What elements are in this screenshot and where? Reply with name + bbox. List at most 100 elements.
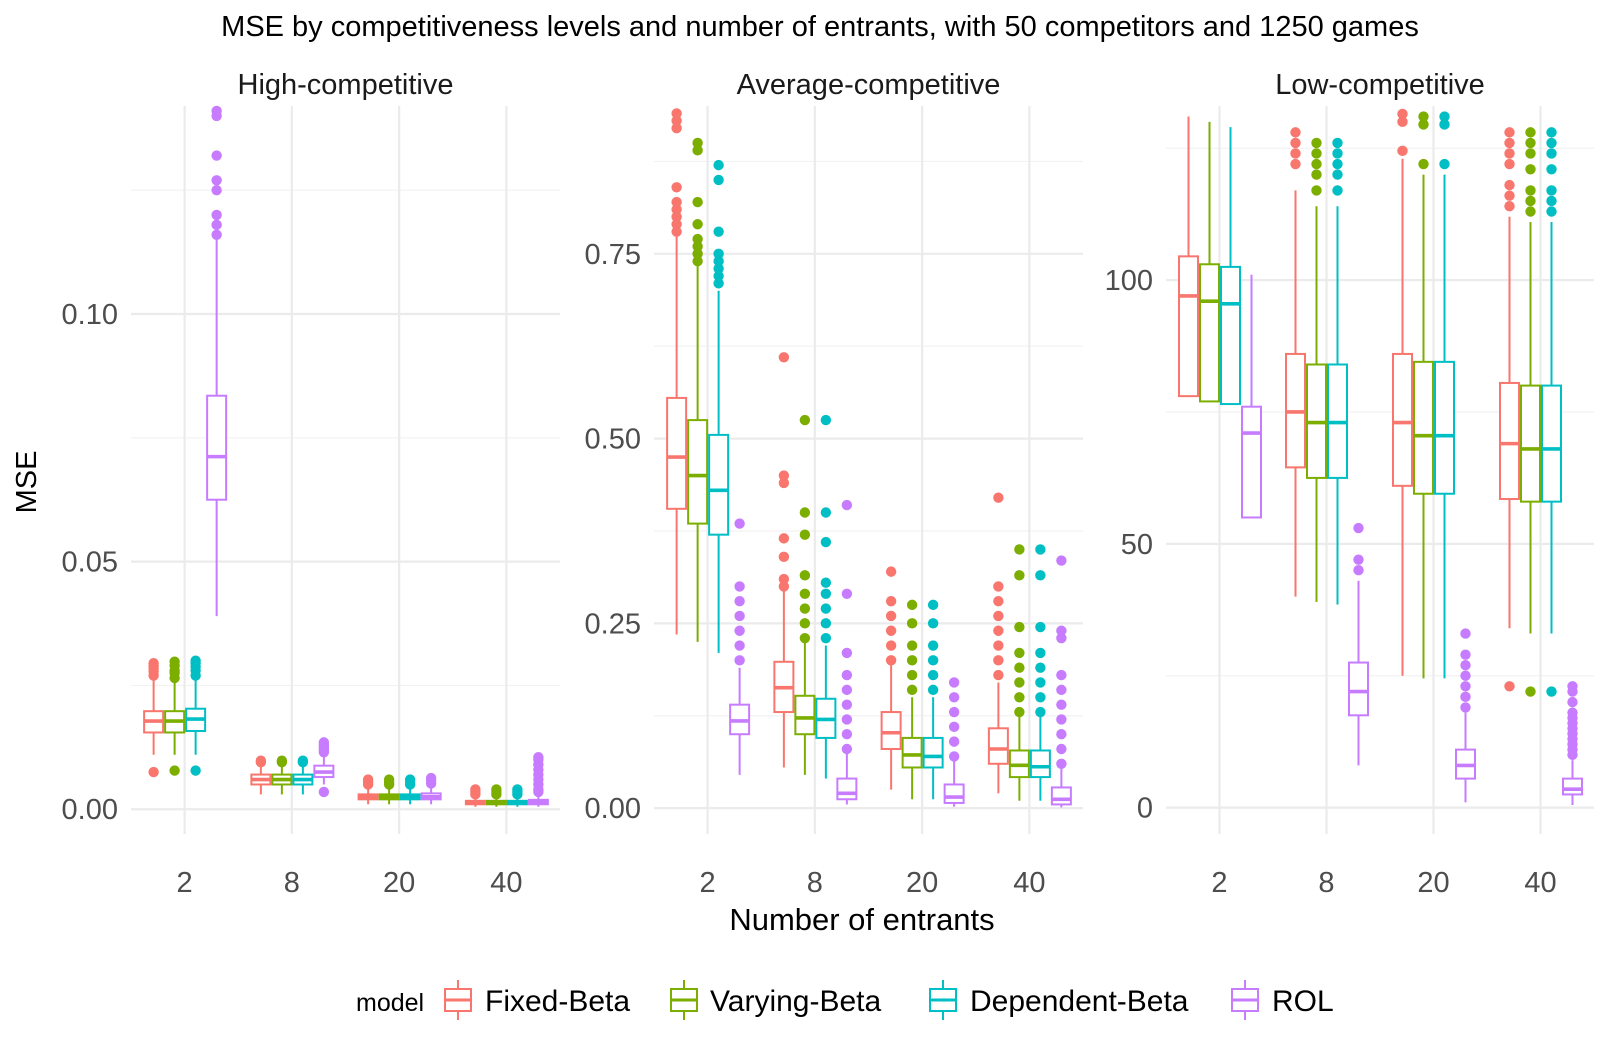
box (1241, 405, 1262, 519)
outlier-point (906, 640, 918, 651)
box (1050, 786, 1072, 806)
boxplot-dependent-beta-40 (1541, 127, 1562, 697)
outlier-point (297, 755, 309, 766)
outlier-point (1311, 185, 1322, 196)
x-tick-label: 2 (1211, 867, 1227, 899)
outlier-point (1567, 707, 1578, 718)
outlier-point (841, 743, 853, 755)
outlier-point (1014, 677, 1025, 688)
box (922, 736, 944, 769)
outlier-point (692, 248, 703, 260)
outlier-point (1332, 185, 1343, 196)
outlier-point (820, 603, 832, 614)
boxplot-rol-20 (420, 772, 442, 805)
boxplot-fixed-beta-40 (464, 784, 486, 807)
outlier-point (692, 196, 703, 208)
outlier-point (778, 533, 790, 544)
outlier-point (993, 669, 1004, 681)
outlier-point (820, 507, 832, 518)
legend-key-rol (1231, 980, 1259, 1020)
x-tick-label: 2 (700, 867, 716, 899)
legend-label-fixed-beta: Fixed-Beta (485, 985, 630, 1018)
boxplot-fixed-beta-20 (357, 774, 379, 805)
box (206, 394, 228, 501)
boxplot-varying-beta-20 (901, 599, 923, 800)
outlier-point (713, 263, 724, 274)
outlier-point (1525, 195, 1536, 207)
outlier-point (1014, 662, 1025, 673)
outlier-point (841, 729, 853, 740)
boxplot-varying-beta-20 (378, 774, 400, 805)
outlier-point (211, 229, 222, 240)
legend-item-dependent-beta: Dependent-Beta (929, 980, 1189, 1020)
outlier-point (734, 625, 745, 636)
boxplot-dependent-beta-20 (922, 599, 944, 800)
outlier-point (404, 774, 416, 785)
outlier-point (169, 656, 180, 667)
boxplot-varying-beta-2 (687, 137, 709, 642)
x-tick-label: 40 (1524, 867, 1556, 899)
box (1413, 360, 1434, 495)
outlier-point (927, 669, 939, 681)
outlier-point (692, 137, 703, 149)
outlier-point (425, 772, 437, 784)
outlier-point (1014, 692, 1025, 703)
boxplot-dependent-beta-8 (815, 414, 837, 779)
outlier-point (713, 174, 724, 186)
box (1220, 265, 1241, 406)
outlier-point (1332, 137, 1343, 149)
boxplot-varying-beta-40 (485, 784, 507, 807)
boxplot-fixed-beta-2 (1178, 116, 1199, 398)
boxplot-rol-20 (1455, 628, 1476, 803)
box (943, 783, 965, 804)
outlier-point (778, 352, 790, 363)
boxplot-varying-beta-8 (1306, 137, 1327, 602)
outlier-point (1460, 659, 1471, 671)
outlier-point (820, 536, 832, 548)
outlier-point (1525, 137, 1536, 149)
outlier-point (906, 669, 918, 681)
outlier-point (211, 175, 222, 186)
outlier-point (1035, 662, 1046, 673)
boxplot-rol-2 (729, 518, 751, 775)
boxplot-varying-beta-8 (271, 755, 293, 795)
box (1434, 360, 1455, 495)
boxplot-varying-beta-2 (164, 656, 186, 776)
outlier-point (1035, 677, 1046, 688)
outlier-point (927, 599, 939, 611)
boxplot-rol-40 (527, 752, 549, 807)
outlier-point (1332, 158, 1343, 170)
outlier-point (1546, 127, 1557, 138)
boxplot-fixed-beta-8 (1285, 127, 1306, 597)
outlier-point (778, 581, 790, 592)
outlier-point (1353, 554, 1364, 565)
box (987, 727, 1009, 765)
outlier-point (1546, 195, 1557, 207)
outlier-point (1504, 127, 1515, 138)
outlier-point (1397, 108, 1408, 120)
outlier-point (927, 618, 939, 629)
outlier-point (799, 632, 811, 644)
outlier-point (799, 570, 811, 581)
legend-label-varying-beta: Varying-Beta (710, 985, 882, 1018)
x-axis-label: Number of entrants (729, 902, 994, 937)
outlier-point (734, 518, 745, 529)
box (1392, 352, 1413, 487)
outlier-point (734, 595, 745, 607)
x-tick-label: 2 (177, 867, 193, 899)
outlier-point (362, 774, 374, 785)
outlier-point (799, 414, 811, 426)
outlier-point (734, 640, 745, 651)
outlier-point (1460, 628, 1471, 639)
outlier-point (799, 618, 811, 629)
outlier-point (211, 209, 222, 221)
boxplot-dependent-beta-20 (399, 774, 421, 805)
box (901, 736, 923, 769)
outlier-point (841, 669, 853, 681)
outlier-point (993, 640, 1004, 651)
box (1178, 255, 1199, 398)
outlier-point (1567, 681, 1578, 692)
outlier-point (1504, 201, 1515, 212)
y-tick-label: 50 (1121, 529, 1153, 561)
outlier-point (1504, 190, 1515, 201)
